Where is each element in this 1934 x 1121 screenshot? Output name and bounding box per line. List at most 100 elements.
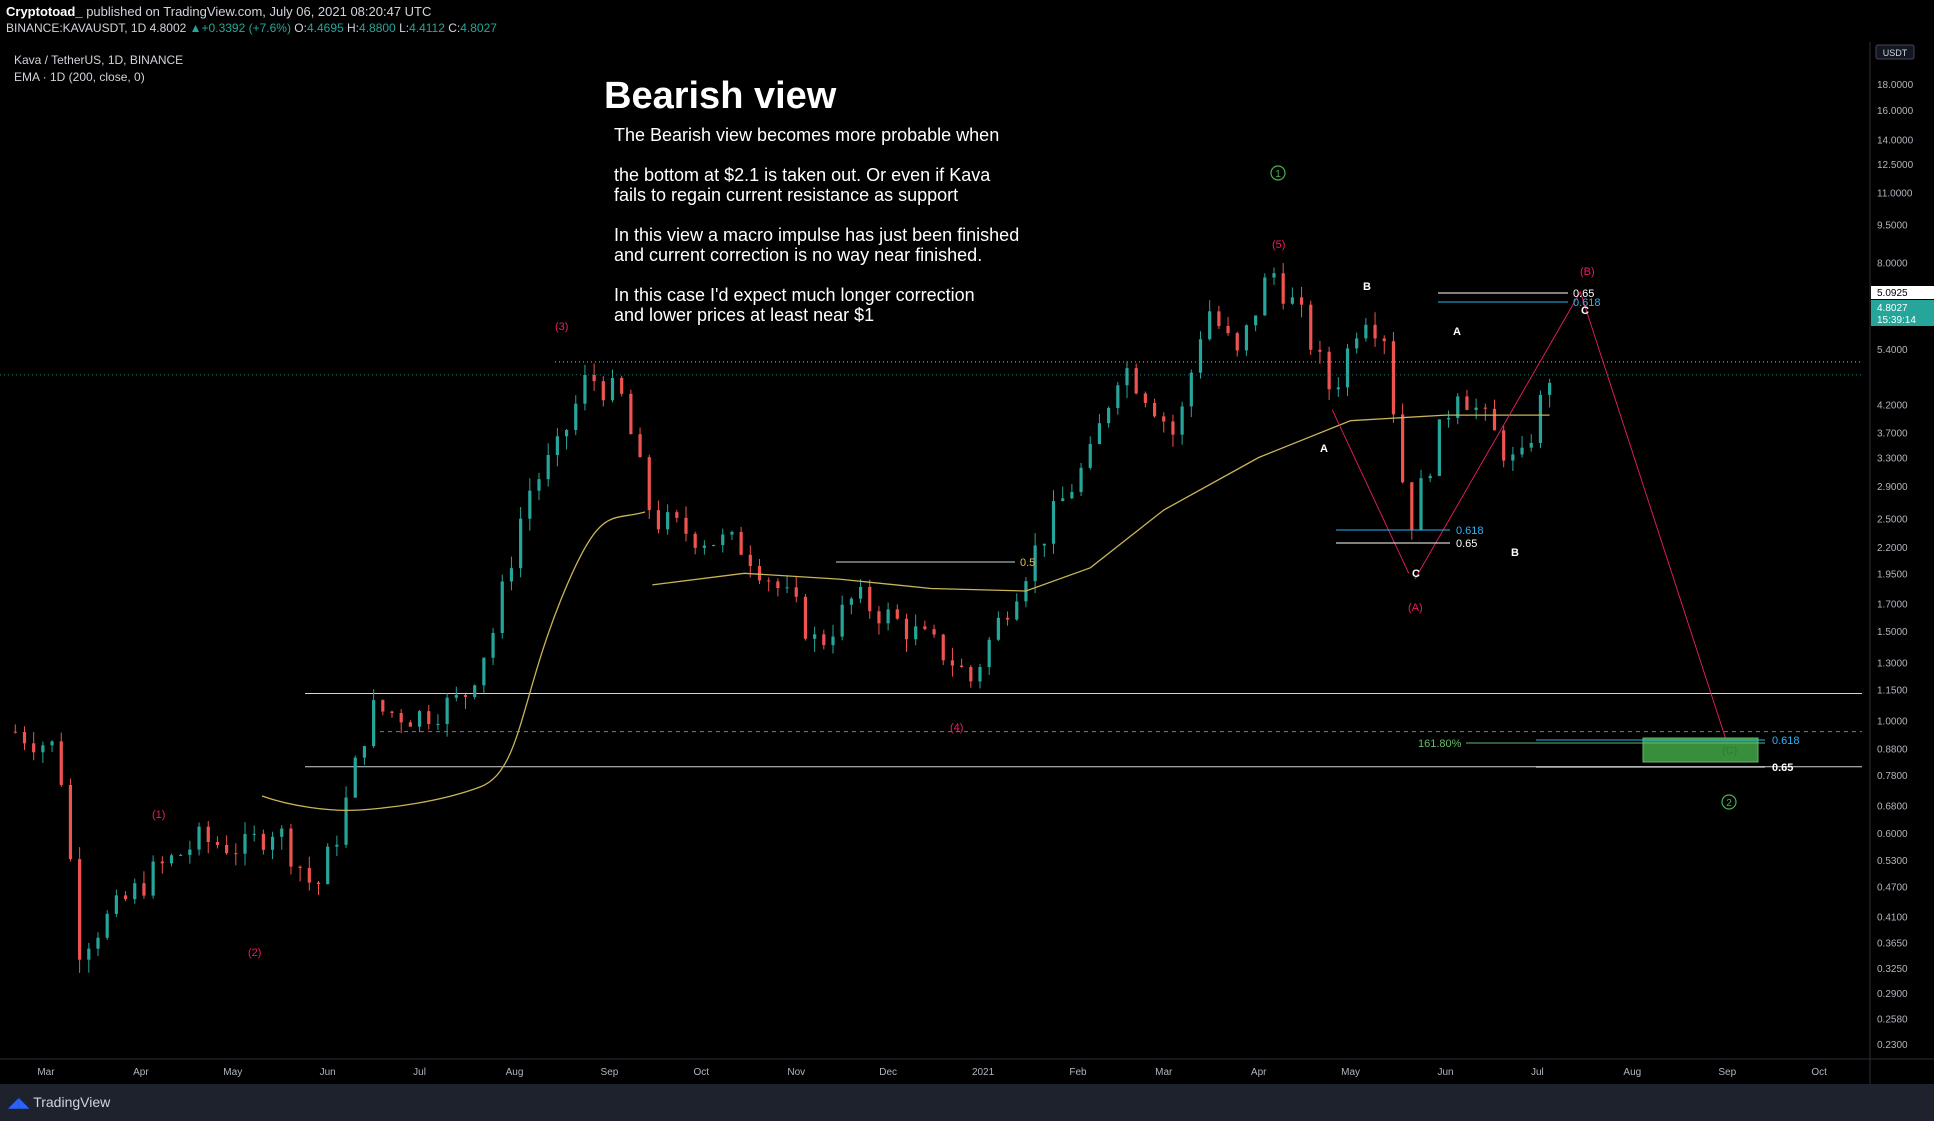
candle-body [739,531,743,555]
price-tick: 0.2580 [1877,1015,1908,1026]
candle-body [500,581,504,633]
candle-body [289,828,293,867]
price-tick: 1.9500 [1877,569,1908,580]
candle-body [41,745,45,753]
footer-bar: ◢◣ TradingView [0,1084,1934,1121]
time-tick: Aug [506,1067,524,1078]
price-tick: 0.6800 [1877,801,1908,812]
brand[interactable]: ◢◣ TradingView [8,1094,110,1111]
candle-body [877,611,881,624]
candle-body [1428,475,1432,479]
candle-body [978,667,982,682]
time-tick: Mar [1155,1067,1173,1078]
candle-body [1116,385,1120,408]
candle-body [914,626,918,640]
price-label-line [1871,286,1934,299]
price-tick: 11.0000 [1877,188,1913,199]
time-tick: Sep [1718,1067,1736,1078]
candle-body [1345,348,1350,388]
price-tick: 12.5000 [1877,160,1914,171]
symbol-label: BINANCE:KAVAUSDT, 1D [6,21,147,35]
sub-wave-c: C [1412,568,1420,580]
time-tick: Sep [601,1067,619,1078]
candle-body [270,836,275,850]
candle-body [1299,297,1304,305]
fib-label-16180: 161.80% [1418,738,1462,750]
candle-body [50,741,54,746]
candle-body [280,828,284,837]
candle-body [1162,416,1166,422]
time-tick: Mar [37,1067,55,1078]
annotation-line: the bottom at $2.1 is taken out. Or even… [614,165,991,185]
candle-body [1309,304,1313,350]
price-tick: 0.5300 [1877,856,1908,867]
candle-body [574,403,578,430]
candle-body [1125,368,1129,386]
candle-body [13,731,17,733]
candle-body [1235,333,1239,351]
sub-wave-b2: B [1511,547,1519,559]
candle-body [417,711,422,727]
open-value: 4.4695 [306,21,344,35]
last-price-label [1871,300,1934,326]
candle-body [767,580,771,582]
candle-body [197,826,201,850]
last-price-value: 4.8027 [1877,303,1908,314]
candle-body [1483,407,1487,409]
price-tick: 3.7000 [1877,428,1908,439]
candle-body [326,846,330,885]
candle-body [1410,482,1414,530]
price-tick: 0.2900 [1877,989,1908,1000]
ema-line [261,414,1550,812]
candle-body [114,895,118,914]
price-tick: 0.6000 [1877,829,1908,840]
candle-body [1180,406,1184,435]
candle-body [1088,444,1092,468]
wave-label-5: (5) [1272,239,1285,251]
candle-body [32,743,36,753]
change-up-icon: ▲ [189,21,202,35]
candle-body [656,510,661,530]
candle-body [188,849,192,855]
candle-body [932,629,936,635]
candle-body [684,517,688,534]
candle-body [179,854,183,856]
annotation-line: and current correction is no way near fi… [614,245,982,265]
candle-body [1097,423,1102,445]
time-tick: May [1341,1067,1360,1078]
target-zone [1642,737,1759,763]
chart-header: Cryptotoad_ published on TradingView.com… [0,0,1934,42]
price-tick: 0.7800 [1877,771,1908,782]
candle-body [142,883,146,896]
author-name[interactable]: Cryptotoad_ [6,4,83,19]
price-chart[interactable]: Kava / TetherUS, 1D, BINANCE EMA · 1D (2… [0,42,1934,1084]
currency-badge[interactable] [1875,44,1915,60]
candle-body [666,512,670,530]
candle-body [1208,311,1212,340]
price-tick: 8.0000 [1877,259,1908,270]
wave-label-2: (2) [248,947,261,959]
currency-label: USDT [1883,48,1908,58]
low-value: 4.4112 [409,21,445,35]
price-tick: 16.0000 [1877,106,1914,117]
wave-projection [1331,290,1728,744]
price-tick: 9.5000 [1877,221,1908,232]
candle-body [509,568,514,582]
candle-body [105,913,109,938]
candle-body [399,712,403,723]
candle-body [1143,393,1147,403]
price-tick: 1.5000 [1877,627,1908,638]
candle-body [454,695,458,698]
candle-body [1474,407,1478,410]
candle-body [151,861,155,896]
candle-body [1355,338,1359,349]
time-axis[interactable]: Mar Apr May Jun Jul Aug Sep Oct Nov Dec 2021 Feb Mar… [37,1067,1827,1078]
candle-body [730,531,734,535]
candle-body [1217,311,1221,326]
publish-info: Cryptotoad_ published on TradingView.com… [6,4,431,19]
candle-body [528,490,532,519]
candle-body [96,937,100,949]
price-axis[interactable]: 21.000018.000016.000014.000012.500011.00… [1877,46,1914,1051]
candle-body [234,853,238,855]
open-label: O: [294,21,307,35]
